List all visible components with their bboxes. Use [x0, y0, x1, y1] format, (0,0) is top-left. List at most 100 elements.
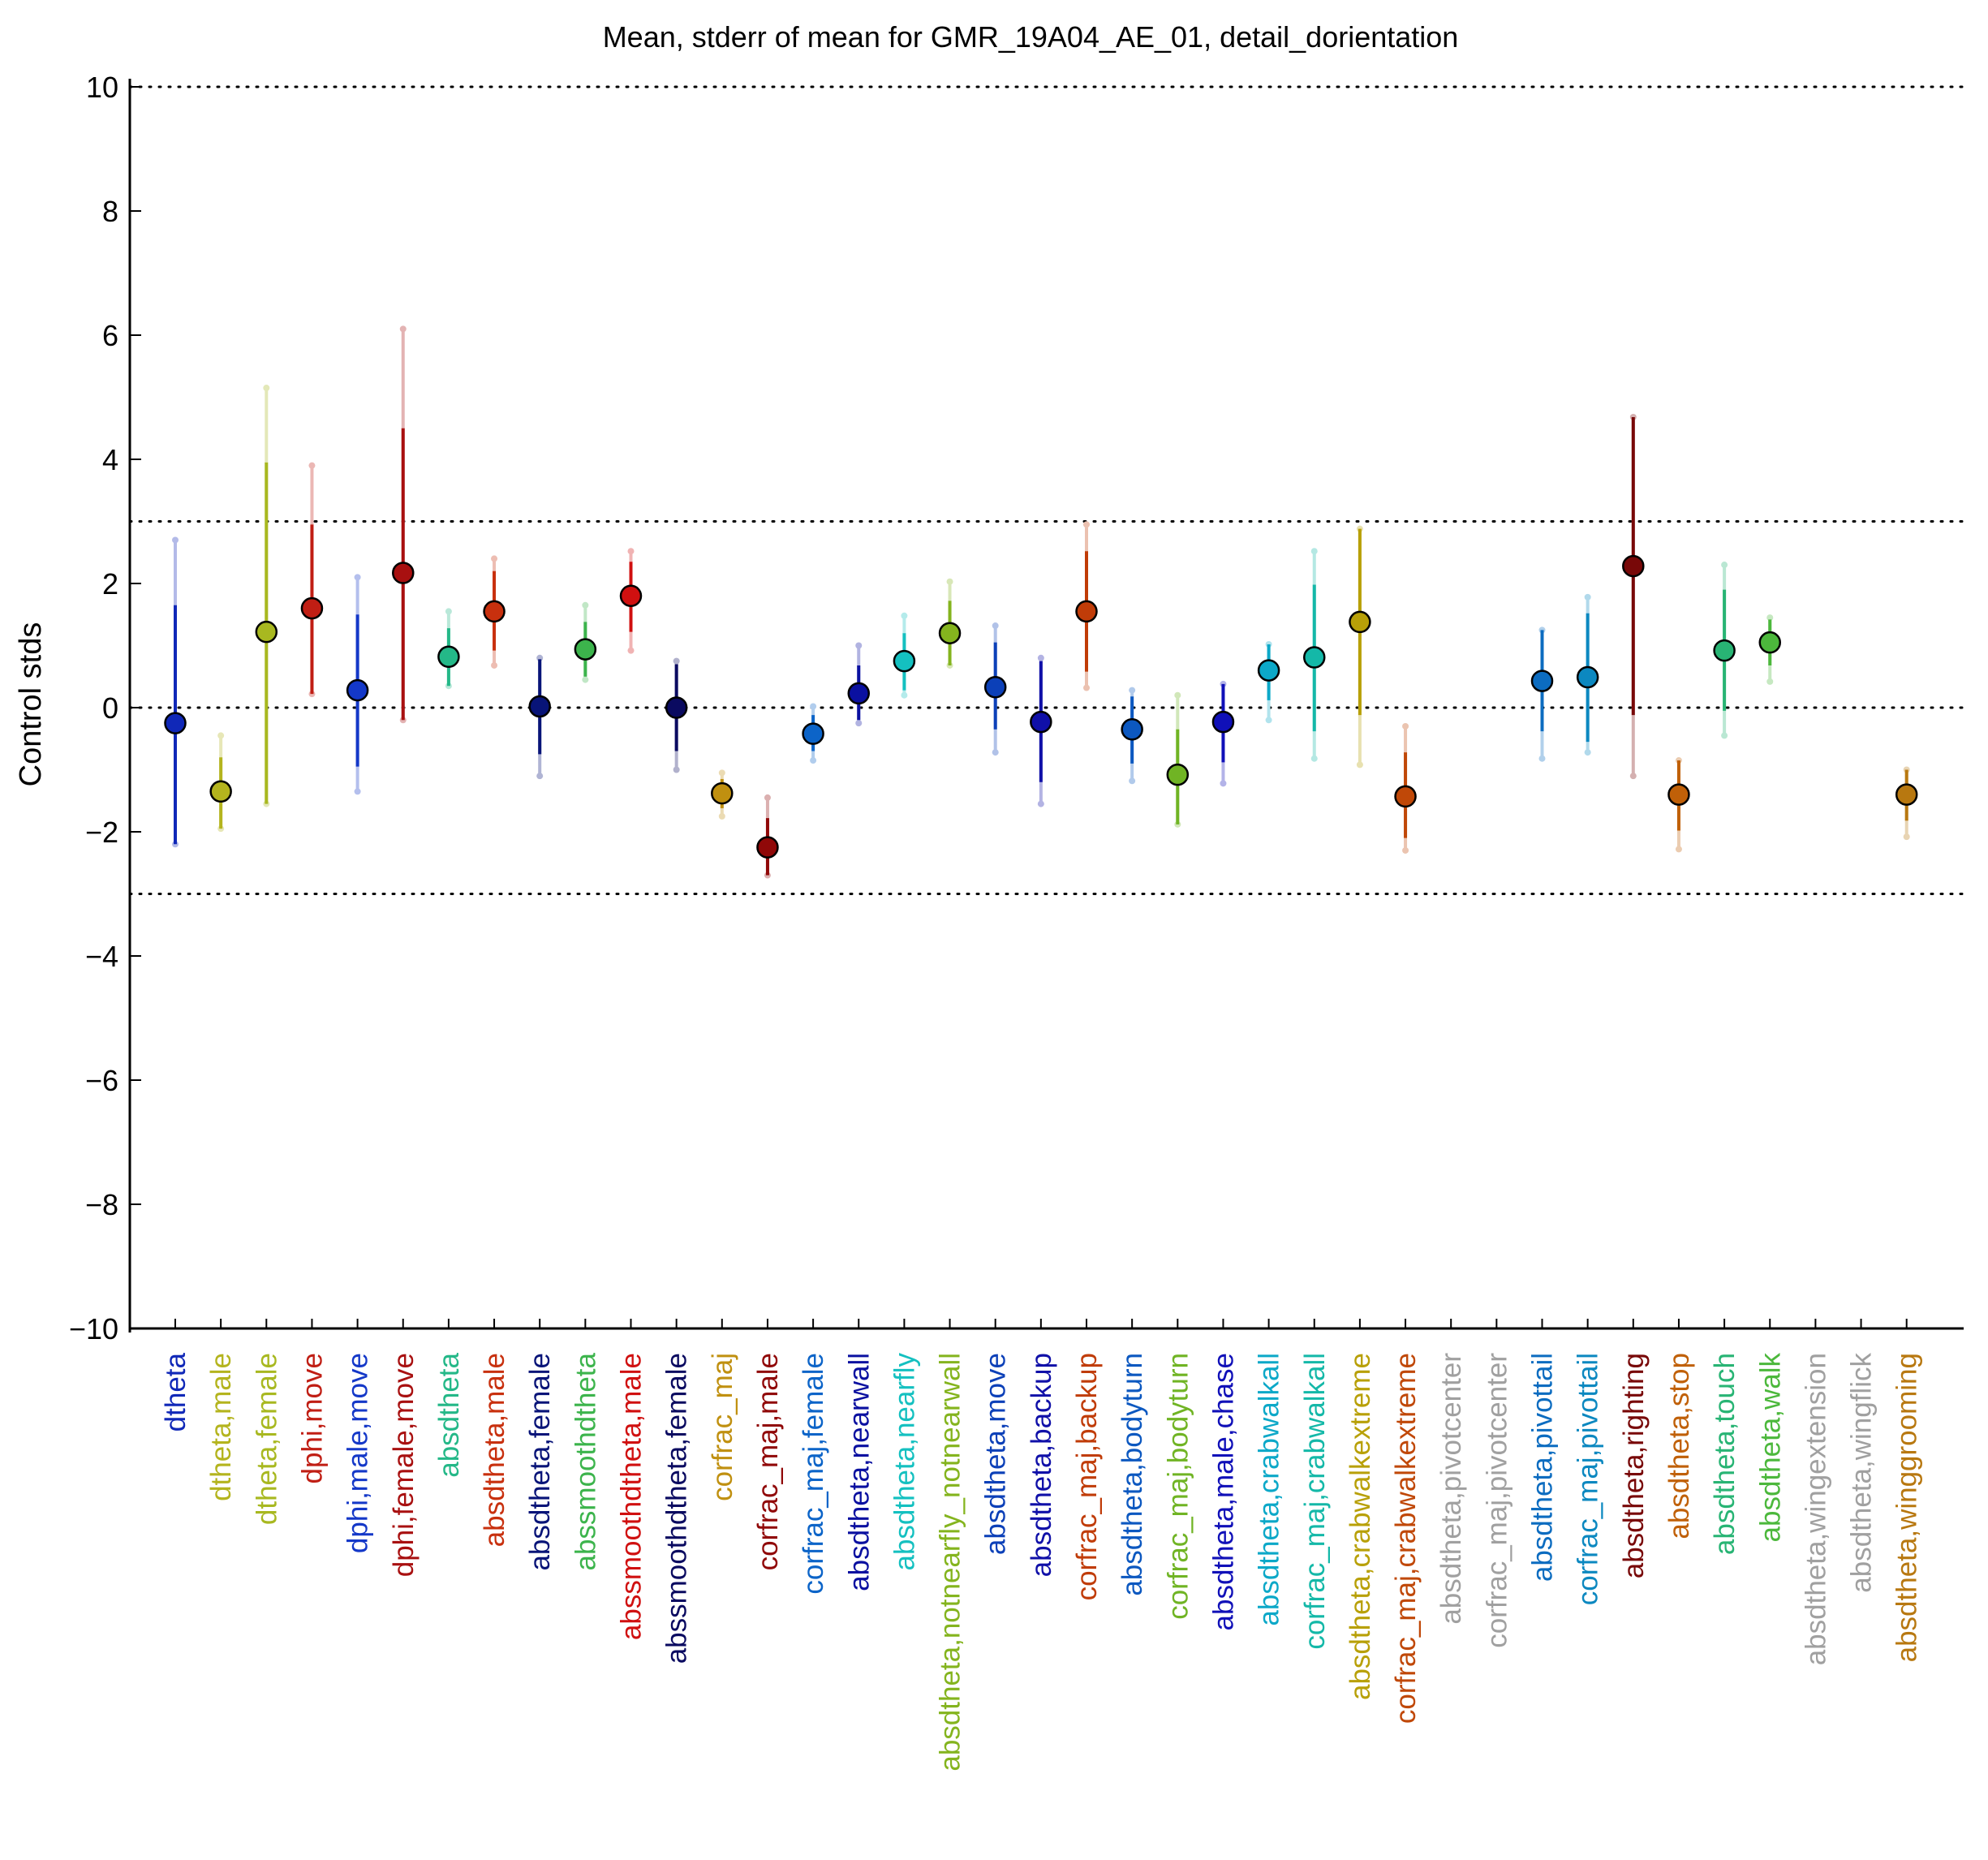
mean-marker: [756, 836, 779, 859]
y-tick-label: 10: [86, 71, 118, 104]
data-point: [1257, 640, 1280, 724]
data-point: [756, 794, 779, 879]
mean-marker: [1303, 646, 1326, 669]
range-end: [1721, 732, 1728, 739]
data-point: [665, 657, 688, 773]
data-marks: [164, 325, 1918, 879]
x-tick-label: absdtheta,winggrooming: [1891, 1353, 1923, 1662]
x-tick-label: corfrac_maj,female: [798, 1353, 829, 1595]
data-point: [437, 608, 460, 690]
mean-marker: [983, 676, 1007, 699]
data-point: [392, 325, 415, 724]
mean-marker: [802, 722, 824, 745]
range-end: [1903, 833, 1910, 841]
data-point: [300, 462, 324, 698]
range-end: [172, 536, 179, 544]
x-tick-label: corfrac_maj,bodyturn: [1162, 1353, 1194, 1620]
x-tick-labels: dtheta dtheta,male dtheta,female dphi,move d…: [160, 1352, 1923, 1771]
range-end: [810, 757, 817, 764]
x-tick-label: absdtheta,male: [479, 1353, 510, 1547]
mean-marker: [1667, 783, 1690, 806]
mean-marker: [300, 596, 324, 620]
y-tick-label: −6: [85, 1064, 118, 1097]
range-end: [1402, 846, 1409, 854]
data-point: [346, 574, 369, 795]
range-end: [855, 642, 863, 649]
data-point: [893, 612, 916, 699]
mean-marker: [1075, 600, 1098, 623]
x-tick-label: abssmoothdtheta: [570, 1352, 601, 1570]
x-tick-label: dphi,move: [296, 1353, 328, 1483]
x-tick-label: dtheta: [160, 1352, 191, 1432]
y-axis-label: Control stds: [14, 622, 48, 787]
mean-marker: [847, 682, 870, 705]
mean-marker: [1895, 783, 1918, 806]
mean-marker: [1166, 763, 1190, 786]
mean-marker: [1576, 665, 1599, 689]
range-end: [445, 608, 452, 615]
x-tick-label: absdtheta,walk: [1754, 1353, 1786, 1543]
x-tick-label: corfrac_maj,backup: [1071, 1353, 1103, 1600]
x-tick-label: dphi,male,move: [342, 1353, 374, 1553]
data-point: [1349, 525, 1371, 769]
x-tick-label: absdtheta,crabwalkextreme: [1345, 1353, 1376, 1700]
range-end: [1129, 777, 1136, 785]
mean-marker: [1121, 718, 1143, 741]
range-end: [1265, 717, 1272, 724]
range-end: [217, 732, 225, 739]
data-point: [1622, 413, 1645, 780]
y-tick-label: 0: [102, 691, 118, 725]
data-point: [847, 642, 870, 727]
mean-marker: [1211, 710, 1235, 734]
range-end: [1402, 722, 1409, 730]
range-end: [1129, 687, 1136, 694]
data-point: [1075, 521, 1098, 691]
x-tick-label: absdtheta,nearfly: [889, 1353, 920, 1571]
range-end: [536, 773, 544, 780]
range-end: [354, 574, 361, 581]
mean-marker: [938, 622, 962, 644]
x-tick-label: dtheta,male: [205, 1353, 237, 1501]
y-tick-label: 4: [102, 443, 118, 476]
range-end: [1721, 562, 1728, 569]
y-tick-label: 8: [102, 195, 118, 228]
range-end: [718, 769, 725, 777]
x-tick-label: absdtheta,wingextension: [1800, 1353, 1831, 1665]
data-point: [1303, 548, 1326, 762]
range-end: [855, 720, 863, 727]
range-end: [1766, 614, 1774, 622]
range-end: [1766, 678, 1774, 685]
range-end: [901, 612, 908, 619]
mean-marker: [1030, 710, 1052, 734]
range-end: [1220, 780, 1227, 787]
range-end: [491, 661, 498, 669]
data-point: [1895, 766, 1918, 841]
range-end: [1629, 773, 1637, 780]
range-end: [399, 325, 407, 333]
range-end: [354, 788, 361, 795]
range-end: [901, 691, 908, 699]
data-point: [1758, 614, 1781, 685]
range-end: [491, 555, 498, 562]
mean-marker: [1713, 639, 1736, 662]
x-tick-label: absdtheta,wingflick: [1846, 1353, 1878, 1593]
mean-marker: [392, 562, 415, 584]
y-tick-label: −10: [69, 1312, 118, 1345]
mean-marker: [619, 584, 643, 608]
range-end: [1083, 684, 1090, 691]
data-point: [1121, 687, 1143, 785]
x-tick-label: abssmoothdtheta,male: [616, 1353, 648, 1640]
x-tick-label: absdtheta,pivottail: [1527, 1353, 1559, 1582]
reference-lines: [128, 85, 1965, 1330]
x-tick-label: absdtheta,nearwall: [843, 1353, 875, 1591]
data-point: [983, 622, 1007, 756]
range-end: [1356, 761, 1363, 769]
data-point: [528, 654, 551, 780]
y-tick-label: 6: [102, 319, 118, 352]
range-end: [1584, 593, 1591, 601]
data-point: [209, 732, 232, 833]
mean-marker: [1394, 785, 1417, 808]
range-end: [263, 385, 270, 392]
range-end: [1037, 654, 1044, 661]
